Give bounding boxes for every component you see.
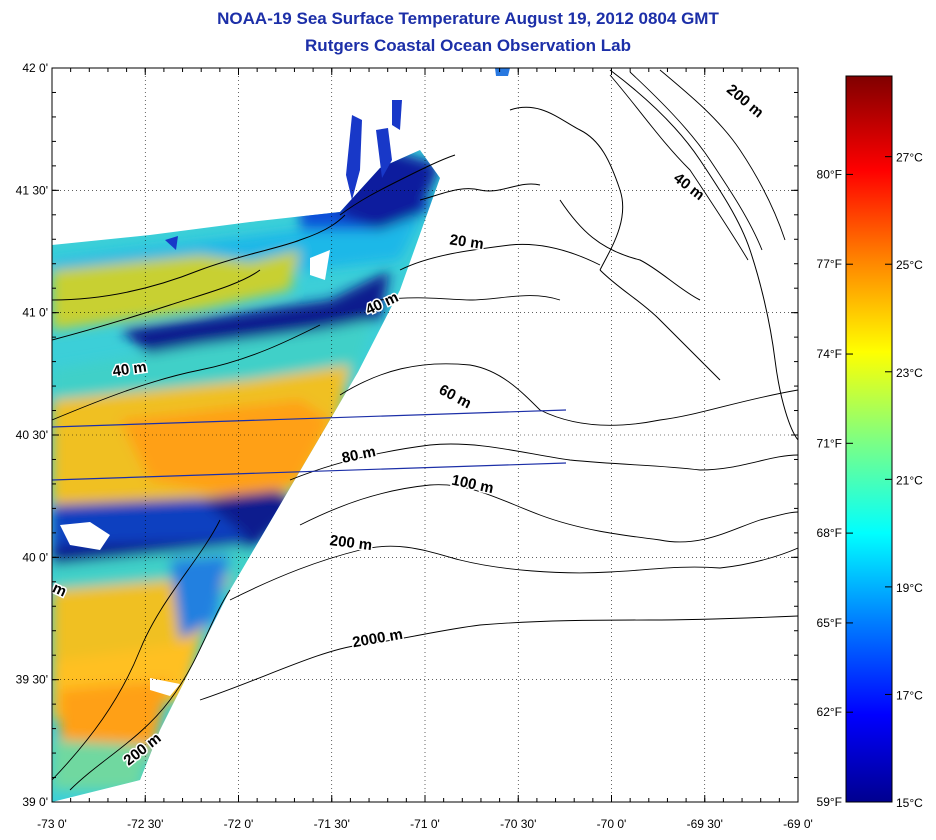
- colorbar-label-c: 21°C: [896, 473, 923, 487]
- colorbar-label-c: 15°C: [896, 796, 923, 810]
- contour-2000m: [199, 615, 798, 701]
- lat-tick-label: 40 0': [22, 550, 48, 564]
- lon-tick-label: -72 0': [224, 817, 254, 831]
- coastline: [52, 69, 798, 441]
- colorbar-celsius-ticks: 15°C 17°C 19°C 21°C 23°C 25°C 27°C: [885, 151, 923, 810]
- colorbar-label-c: 25°C: [896, 258, 923, 272]
- lon-tick-label: -72 30': [127, 817, 163, 831]
- lat-tick-label: 40 30': [16, 428, 48, 442]
- colorbar-label-f: 80°F: [817, 167, 842, 181]
- colorbar-label-f: 77°F: [817, 257, 842, 271]
- depth-label-text: 40 m: [670, 170, 707, 204]
- lat-tick-label: 41 0': [22, 306, 48, 320]
- depth-label-text: m: [50, 579, 69, 600]
- colorbar-label-f: 62°F: [817, 705, 842, 719]
- lon-tick-label: -73 0': [37, 817, 67, 831]
- depth-label: 200 m: [722, 80, 769, 123]
- depth-label-text: 2000 m: [351, 626, 404, 652]
- lon-tick-label: -70 30': [500, 817, 536, 831]
- map-subtitle: Rutgers Coastal Ocean Observation Lab: [305, 36, 631, 55]
- colorbar-label-c: 19°C: [896, 581, 923, 595]
- depth-label: 20 m: [447, 230, 486, 255]
- contour-60m: [339, 363, 798, 426]
- temperature-colorbar: 15°C 17°C 19°C 21°C 23°C 25°C 27°C 59°F 62°F 65°…: [817, 75, 923, 810]
- colorbar-label-c: 27°C: [896, 151, 923, 165]
- contour-20m: [399, 243, 601, 271]
- transect-line-north: [52, 409, 567, 428]
- longitude-labels: -73 0' -72 30' -72 0' -71 30' -71 0' -70 30' -…: [37, 817, 813, 831]
- transect-lines: [52, 409, 567, 481]
- depth-label: 2000 m: [350, 624, 406, 653]
- colorbar-label-f: 68°F: [817, 526, 842, 540]
- transect-line-south: [52, 462, 567, 481]
- contour-80m: [289, 443, 798, 481]
- bathymetry-contours: [52, 69, 798, 791]
- lat-tick-label: 42 0': [22, 61, 48, 75]
- lon-tick-label: -71 0': [410, 817, 440, 831]
- lon-tick-label: -69 0': [783, 817, 813, 831]
- colorbar-label-f: 59°F: [817, 795, 842, 809]
- contour-40m: [379, 295, 561, 301]
- contour-100m: [299, 484, 798, 543]
- depth-label: m: [48, 578, 70, 602]
- depth-label-text: 200 m: [723, 81, 767, 121]
- colorbar-label-f: 65°F: [817, 616, 842, 630]
- contour-200m-south: [52, 519, 221, 781]
- colorbar-label-c: 17°C: [896, 688, 923, 702]
- contour-200m: [229, 545, 798, 601]
- lat-tick-label: 39 0': [22, 795, 48, 809]
- lon-tick-label: -69 30': [687, 817, 723, 831]
- colorbar-gradient: [845, 75, 893, 803]
- latitude-labels: 42 0' 41 30' 41 0' 40 30' 40 0' 39 30' 39 0': [16, 61, 48, 809]
- depth-label-text: 80 m: [340, 443, 377, 467]
- depth-label-text: 20 m: [449, 231, 485, 253]
- lat-tick-label: 41 30': [16, 183, 48, 197]
- depth-label: 60 m: [434, 380, 475, 414]
- lon-tick-label: -71 30': [314, 817, 350, 831]
- lon-tick-label: -70 0': [597, 817, 627, 831]
- lat-tick-label: 39 30': [16, 673, 48, 687]
- colorbar-label-f: 71°F: [817, 436, 842, 450]
- depth-label: 100 m: [448, 470, 496, 498]
- depth-label: 40 m: [669, 168, 709, 205]
- map-frame: [51, 67, 799, 803]
- colorbar-label-c: 23°C: [896, 366, 923, 380]
- depth-label-text: 60 m: [436, 381, 474, 412]
- colorbar-fahrenheit-ticks: 59°F 62°F 65°F 68°F 71°F 74°F 77°F 80°F: [817, 167, 853, 809]
- sst-swath: [52, 68, 510, 802]
- colorbar-label-f: 74°F: [817, 347, 842, 361]
- depth-label-text: 200 m: [329, 532, 373, 554]
- depth-label: 80 m: [339, 442, 379, 469]
- depth-label-text: 100 m: [450, 472, 495, 497]
- depth-label: 200 m: [327, 531, 374, 556]
- map-title: NOAA-19 Sea Surface Temperature August 1…: [217, 9, 719, 28]
